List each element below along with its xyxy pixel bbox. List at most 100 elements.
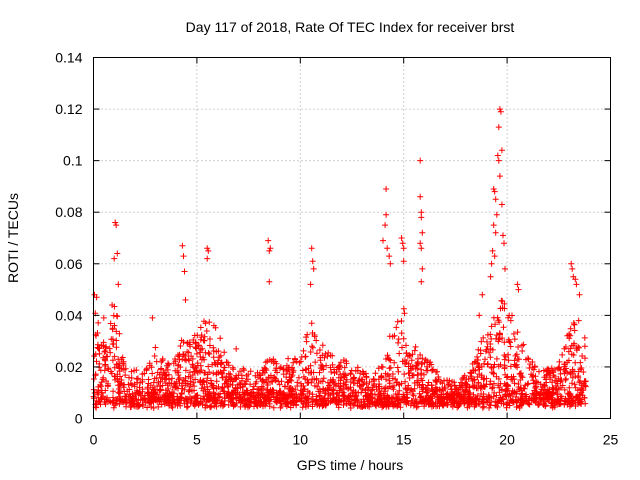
data-point bbox=[434, 368, 441, 375]
data-point bbox=[384, 352, 391, 359]
data-point bbox=[181, 386, 188, 393]
data-point bbox=[142, 399, 149, 406]
data-point bbox=[98, 379, 105, 386]
data-point bbox=[394, 403, 401, 410]
data-point bbox=[93, 294, 100, 301]
data-point bbox=[393, 324, 400, 331]
data-point bbox=[285, 355, 292, 362]
data-point bbox=[241, 400, 248, 407]
data-point bbox=[128, 375, 135, 381]
data-point bbox=[195, 401, 202, 408]
data-point bbox=[287, 398, 294, 405]
data-point bbox=[488, 395, 495, 402]
data-point bbox=[282, 394, 289, 401]
data-point bbox=[221, 349, 228, 356]
data-point bbox=[507, 343, 514, 350]
data-point bbox=[581, 343, 588, 350]
data-point bbox=[568, 351, 575, 358]
data-point bbox=[491, 361, 498, 368]
data-point bbox=[337, 377, 344, 384]
data-point bbox=[432, 377, 439, 384]
data-point bbox=[407, 367, 414, 374]
data-point bbox=[95, 345, 102, 352]
data-point bbox=[572, 359, 579, 366]
data-point bbox=[419, 381, 426, 388]
data-point bbox=[399, 396, 406, 403]
data-point bbox=[282, 401, 289, 408]
data-point bbox=[519, 348, 526, 354]
data-point bbox=[502, 383, 509, 390]
data-point bbox=[225, 383, 232, 390]
data-point bbox=[200, 354, 207, 361]
data-point bbox=[248, 399, 254, 406]
tick-labels: 0 0.02 0.04 0.06 0.08 0.1 0.12 0.14 0 5 10 15 20 25 bbox=[55, 50, 618, 448]
data-point bbox=[487, 354, 494, 361]
data-point bbox=[458, 396, 465, 403]
plot-frame bbox=[93, 57, 611, 419]
data-point bbox=[260, 379, 267, 386]
data-point bbox=[320, 375, 327, 382]
y-axis-label: ROTI / TECUs bbox=[5, 193, 21, 283]
data-point bbox=[93, 398, 100, 404]
data-point bbox=[264, 386, 270, 393]
data-point bbox=[240, 365, 247, 372]
data-point bbox=[194, 369, 201, 376]
data-point bbox=[489, 247, 496, 254]
data-point bbox=[290, 369, 297, 376]
data-point bbox=[324, 385, 331, 392]
data-point bbox=[510, 330, 517, 337]
data-point bbox=[210, 344, 217, 351]
data-point bbox=[550, 390, 557, 397]
data-point bbox=[495, 317, 502, 324]
data-point bbox=[558, 395, 565, 402]
data-point bbox=[133, 387, 140, 394]
data-point bbox=[387, 260, 394, 267]
data-point bbox=[422, 356, 429, 363]
data-point bbox=[381, 385, 388, 392]
data-point bbox=[383, 376, 389, 383]
data-point bbox=[241, 367, 247, 374]
data-point bbox=[181, 400, 188, 407]
data-point bbox=[569, 265, 576, 272]
data-point bbox=[451, 400, 458, 407]
data-point bbox=[362, 387, 369, 394]
data-point bbox=[309, 330, 316, 336]
data-point bbox=[515, 381, 522, 387]
data-point bbox=[101, 356, 108, 363]
data-point bbox=[306, 390, 313, 396]
data-point bbox=[296, 359, 303, 366]
data-point bbox=[382, 388, 389, 395]
data-point bbox=[278, 403, 285, 409]
data-point bbox=[120, 358, 127, 365]
y-tick-label: 0.14 bbox=[55, 50, 82, 66]
data-point bbox=[566, 392, 573, 399]
data-point bbox=[518, 401, 525, 408]
data-point bbox=[376, 381, 383, 388]
data-point bbox=[95, 388, 102, 395]
data-point bbox=[575, 343, 582, 350]
data-point bbox=[377, 391, 384, 397]
data-point bbox=[312, 359, 319, 366]
data-point bbox=[117, 397, 124, 404]
data-point bbox=[396, 387, 403, 394]
data-point bbox=[490, 314, 497, 321]
data-point bbox=[513, 351, 520, 358]
data-point bbox=[113, 344, 120, 351]
data-point bbox=[159, 382, 166, 389]
data-point bbox=[526, 365, 533, 371]
data-point bbox=[419, 360, 425, 367]
data-point bbox=[206, 342, 213, 349]
data-point bbox=[191, 332, 198, 339]
data-point bbox=[460, 388, 467, 395]
data-point bbox=[197, 379, 204, 386]
data-point bbox=[265, 237, 272, 244]
data-point bbox=[263, 400, 269, 407]
data-point bbox=[565, 357, 572, 364]
data-point bbox=[393, 379, 400, 386]
data-point bbox=[308, 379, 315, 386]
data-point bbox=[100, 314, 107, 321]
data-point bbox=[316, 369, 323, 376]
data-point bbox=[568, 260, 575, 267]
data-point bbox=[183, 357, 190, 364]
data-point bbox=[548, 394, 555, 401]
